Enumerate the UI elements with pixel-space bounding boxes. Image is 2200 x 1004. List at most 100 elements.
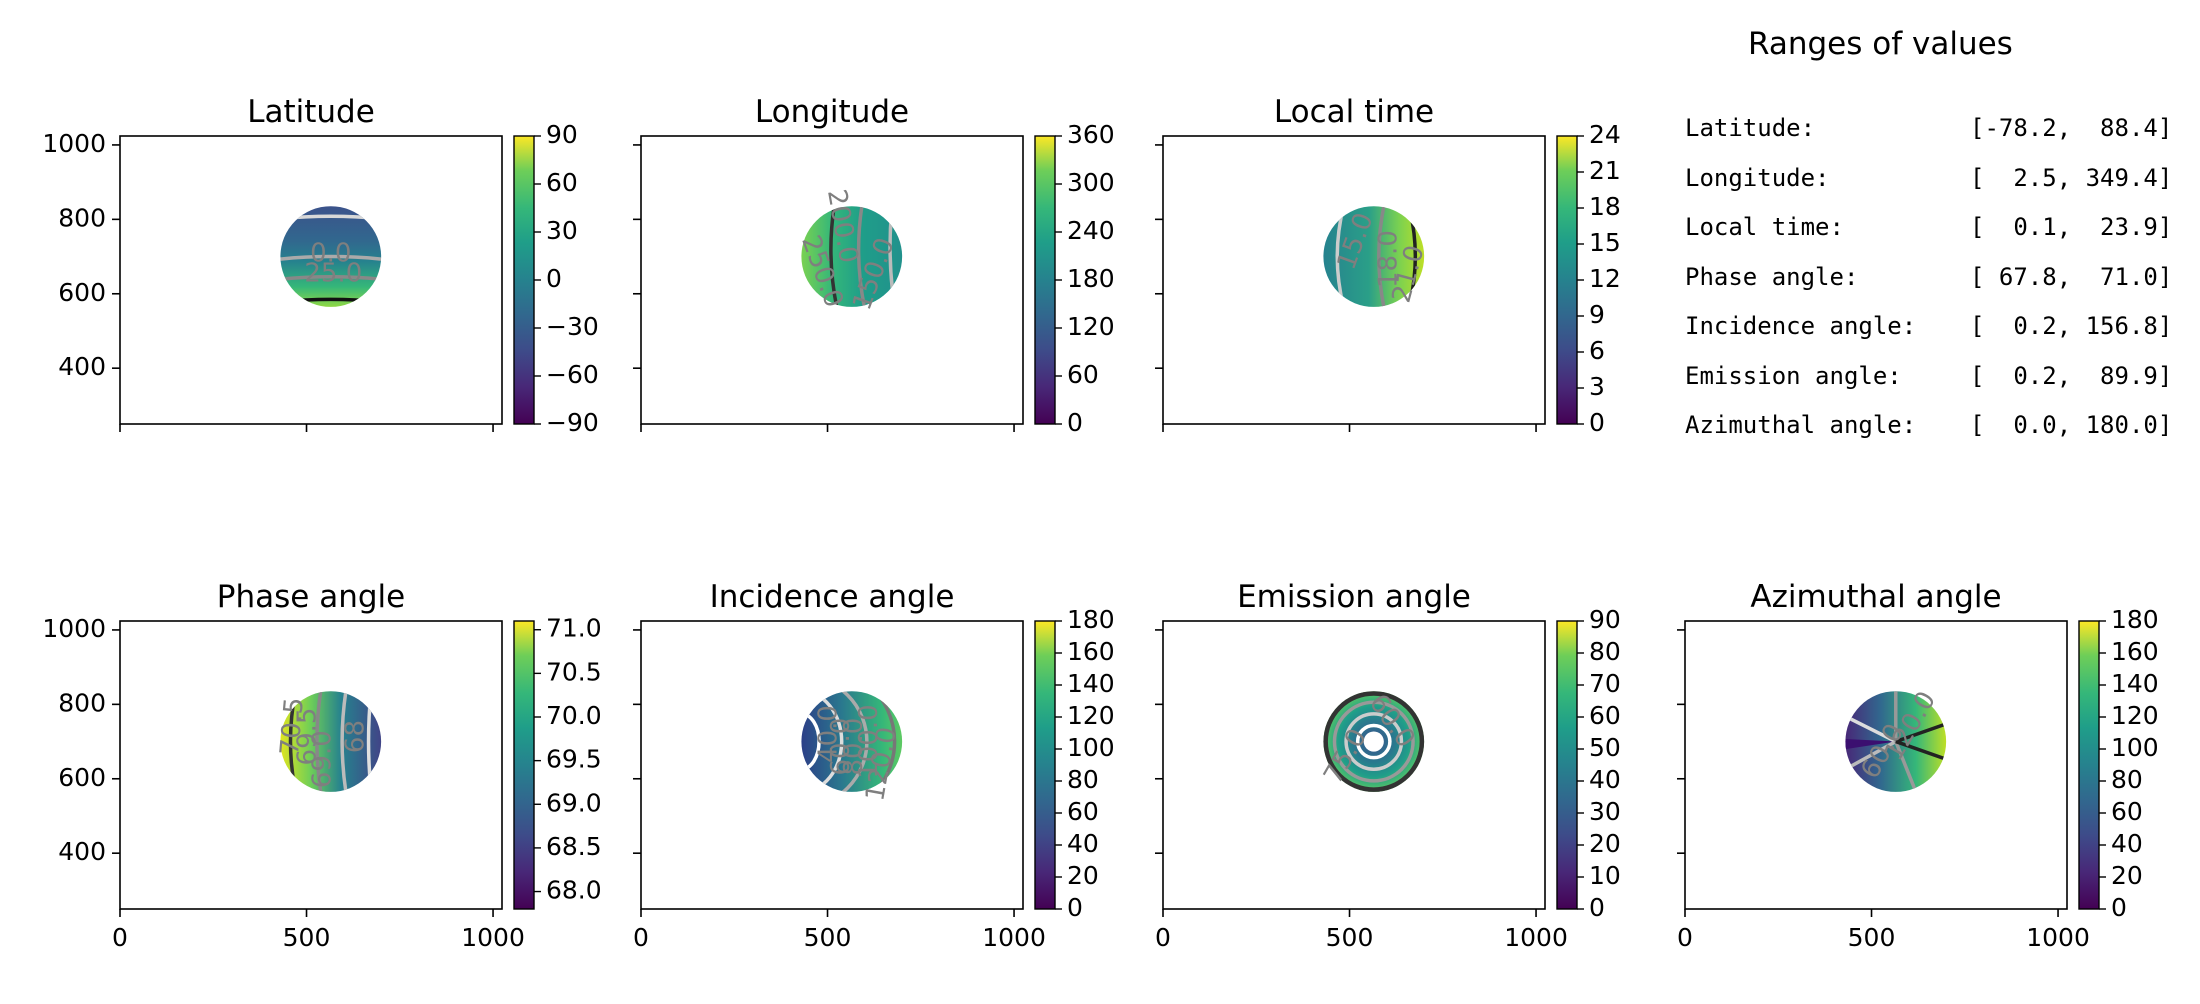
ranges-value: [ 0.2, 156.8] <box>1970 312 2173 340</box>
colorbar-tick-label: 0 <box>1589 893 1605 922</box>
colorbar-tick-label: 15 <box>1589 228 1621 257</box>
x-tick-label: 1000 <box>461 923 525 952</box>
ranges-value: [-78.2, 88.4] <box>1970 114 2173 142</box>
colorbar-tick-label: 160 <box>2111 637 2159 666</box>
x-tick-label: 0 <box>1155 923 1171 952</box>
x-tick-label: 0 <box>112 923 128 952</box>
y-tick-label: 600 <box>58 278 106 307</box>
colorbar-tick-label: 10 <box>1589 861 1621 890</box>
contour-label: 60.0 <box>826 718 856 776</box>
colorbar-tick-label: 30 <box>546 216 578 245</box>
ranges-label: Local time: <box>1685 213 1844 241</box>
colorbar-tick-label: 69.0 <box>546 788 602 817</box>
colorbar-tick-label: 70.5 <box>546 657 602 686</box>
colorbar-tick-label: 120 <box>1067 312 1115 341</box>
subplot: 200.0250.0150.0Longitude3603002401801206… <box>633 94 1115 437</box>
colorbar-frame <box>1034 620 1056 910</box>
colorbar-tick-label: 180 <box>1067 264 1115 293</box>
colorbar-tick-label: 40 <box>1589 765 1621 794</box>
colorbar-tick-label: 18 <box>1589 192 1621 221</box>
colorbar-tick-label: 100 <box>1067 733 1115 762</box>
ranges-label: Longitude: <box>1685 163 1830 192</box>
subplot: 0.025.0 Latitude 400 600 800 1000 90 60 30 0 −30 −6… <box>42 94 598 437</box>
subplot-title: Latitude <box>247 94 375 130</box>
contour-label: 69.5 <box>293 708 323 766</box>
contour-lines <box>1845 691 1947 792</box>
ranges-value: [ 2.5, 349.4] <box>1970 163 2173 192</box>
colorbar-tick-label: 70 <box>1589 669 1621 698</box>
colorbar-tick-label: 60 <box>1067 360 1099 389</box>
y-tick-label: 800 <box>58 203 106 232</box>
y-tick-label: 1000 <box>42 129 106 158</box>
subplot-title: Emission angle <box>1237 579 1471 615</box>
colorbar-tick-label: 20 <box>1067 861 1099 890</box>
colorbar-tick-label: 68.5 <box>546 832 602 861</box>
colorbar <box>1557 621 1577 909</box>
colorbar-tick-label: 12 <box>1589 264 1621 293</box>
colorbar-tick-label: 0 <box>1589 408 1605 437</box>
colorbar-tick-label: 90 <box>546 120 578 149</box>
colorbar-tick-label: 21 <box>1589 156 1621 185</box>
x-tick-label: 1000 <box>2026 923 2090 952</box>
colorbar-tick-label: 60 <box>2111 797 2143 826</box>
y-tick-label: 800 <box>58 688 106 717</box>
y-tick-label: 600 <box>58 763 106 792</box>
x-tick-label: 0 <box>1677 923 1693 952</box>
axes-frame <box>1162 135 1546 425</box>
x-tick-label: 500 <box>283 923 331 952</box>
colorbar <box>1557 136 1577 424</box>
colorbar-tick-label: 3 <box>1589 372 1605 401</box>
colorbar-frame <box>513 620 535 910</box>
colorbar-tick-label: 68.0 <box>546 876 602 905</box>
colorbar-tick-label: 120 <box>2111 701 2159 730</box>
x-tick-label: 500 <box>1848 923 1896 952</box>
colorbar-tick-label: 0 <box>1067 408 1083 437</box>
colorbar-tick-label: 180 <box>1067 605 1115 634</box>
contour-lines <box>1323 691 1425 792</box>
contour-label: 25.0 <box>304 259 362 289</box>
axes-frame <box>119 135 503 425</box>
colorbar-tick-label: 69.5 <box>546 745 602 774</box>
contour-label: 80.0 <box>839 718 869 776</box>
colorbar-tick-label: 71.0 <box>546 614 602 643</box>
colorbar <box>2079 621 2099 909</box>
axes-frame <box>640 620 1024 910</box>
colorbar-tick-label: 0 <box>1067 893 1083 922</box>
x-tick-label: 1000 <box>982 923 1046 952</box>
colorbar-tick-label: 50 <box>1589 733 1621 762</box>
contour-label: 70.5 <box>275 696 310 756</box>
colorbar-tick-label: 100 <box>2111 733 2159 762</box>
axes-frame <box>640 135 1024 425</box>
contour-label: 68 <box>340 720 370 753</box>
colorbar-frame <box>1556 620 1578 910</box>
x-tick-label: 500 <box>1326 923 1374 952</box>
colorbar-tick-label: 60 <box>1589 701 1621 730</box>
x-tick-label: 0 <box>633 923 649 952</box>
colorbar-tick-label: 180 <box>2111 605 2159 634</box>
ranges-label: Azimuthal angle: <box>1685 411 1917 439</box>
ranges-value: [ 67.8, 71.0] <box>1970 262 2173 291</box>
colorbar-tick-label: 0 <box>2111 893 2127 922</box>
colorbar-tick-label: 30 <box>1589 797 1621 826</box>
ranges-value: [ 0.2, 89.9] <box>1970 361 2173 390</box>
disk-image <box>280 691 382 792</box>
colorbar-tick-label: 60 <box>546 168 578 197</box>
colorbar-tick-label: 60 <box>1067 797 1099 826</box>
ranges-label: Latitude: <box>1685 114 1816 142</box>
colorbar <box>1035 136 1055 424</box>
disk-image <box>801 691 903 792</box>
colorbar <box>1035 621 1055 909</box>
colorbar-tick-label: 70.0 <box>546 701 602 730</box>
colorbar-tick-label: 20 <box>1589 829 1621 858</box>
subplot-title: Local time <box>1274 94 1434 130</box>
colorbar-tick-label: 24 <box>1589 120 1621 149</box>
subplot-title: Phase angle <box>217 579 405 615</box>
colorbar-tick-label: 40 <box>1067 829 1099 858</box>
subplot-title: Azimuthal angle <box>1750 579 2001 615</box>
